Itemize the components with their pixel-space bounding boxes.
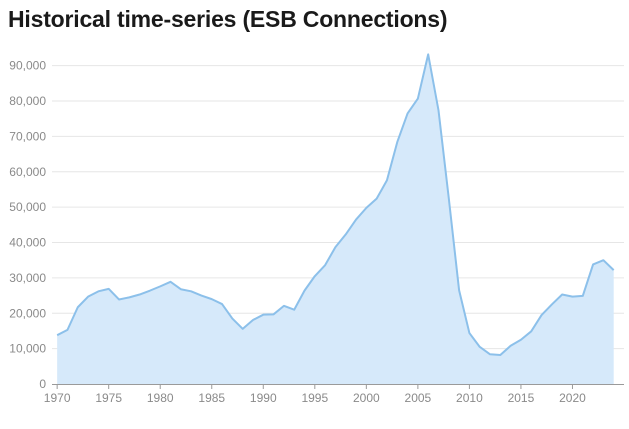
y-tick-label: 50,000	[9, 200, 46, 214]
y-tick-label: 10,000	[9, 342, 46, 356]
x-tick-label: 1990	[250, 391, 277, 405]
y-axis-ticks: 0 10,000 20,000 30,000 40,000 50,000 60,000 70,…	[9, 59, 46, 391]
y-tick-label: 40,000	[9, 236, 46, 250]
y-tick-label: 60,000	[9, 165, 46, 179]
series-area-fill	[57, 54, 614, 385]
y-tick-label: 80,000	[9, 94, 46, 108]
series-line	[56, 53, 615, 356]
y-tick-label: 20,000	[9, 306, 46, 320]
y-tick-label: 30,000	[9, 271, 46, 285]
x-tick-label: 1970	[44, 391, 71, 405]
x-tick-label: 2000	[353, 391, 380, 405]
area-layer	[56, 53, 615, 385]
y-tick-label: 0	[39, 377, 46, 391]
y-tick-label: 90,000	[9, 59, 46, 73]
x-tick-label: 2015	[508, 391, 535, 405]
x-tick-label: 2010	[456, 391, 483, 405]
y-tick-label: 70,000	[9, 129, 46, 143]
x-tick-label: 1980	[147, 391, 174, 405]
x-tick-label: 1985	[198, 391, 225, 405]
x-tick-label: 1995	[301, 391, 328, 405]
x-tick-label: 2020	[559, 391, 586, 405]
x-tick-label: 1975	[95, 391, 122, 405]
chart-title: Historical time-series (ESB Connections)	[8, 6, 448, 32]
x-axis-ticks: 1970 1975 1980 1985 1990 1995 2000 2005 2010 2015…	[44, 384, 586, 405]
x-tick-label: 2005	[405, 391, 432, 405]
